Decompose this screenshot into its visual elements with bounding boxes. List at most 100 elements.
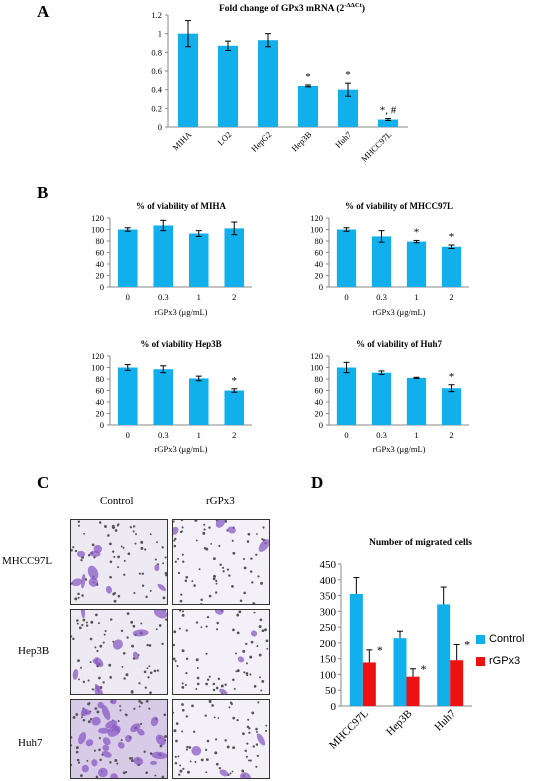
pore-dot bbox=[87, 553, 91, 557]
pore-dot bbox=[200, 758, 204, 762]
pore-dot bbox=[123, 573, 126, 576]
pore-dot bbox=[185, 715, 189, 718]
x-tick-label: 0.3 bbox=[376, 292, 387, 302]
pore-dot bbox=[173, 729, 177, 733]
stained-cell bbox=[91, 716, 101, 726]
pore-dot bbox=[249, 673, 252, 676]
stained-cell bbox=[137, 728, 145, 736]
y-tick-label: 250 bbox=[320, 622, 337, 634]
pore-dot bbox=[113, 555, 116, 558]
pore-dot bbox=[80, 559, 83, 562]
pore-dot bbox=[213, 557, 216, 561]
x-axis-label: rGPx3 (μg/mL) bbox=[155, 444, 208, 454]
stained-cell bbox=[117, 741, 125, 749]
pore-dot bbox=[148, 665, 151, 668]
y-tick-label: 300 bbox=[320, 606, 337, 618]
pore-dot bbox=[216, 621, 219, 625]
chart-title: % of viability of MHCC97L bbox=[345, 201, 453, 211]
pore-dot bbox=[215, 591, 218, 594]
pore-dot bbox=[235, 670, 238, 673]
pore-dot bbox=[259, 676, 261, 679]
panel-label-d: D bbox=[311, 473, 324, 492]
pore-dot bbox=[130, 620, 134, 624]
pore-dot bbox=[149, 671, 153, 675]
pore-dot bbox=[153, 669, 157, 673]
significance-mark: * bbox=[449, 231, 455, 243]
pore-dot bbox=[140, 546, 144, 550]
bar-b1-3 bbox=[224, 228, 245, 287]
pore-dot bbox=[181, 530, 183, 533]
micrograph-mhcc97l-rgpx3 bbox=[172, 519, 270, 605]
y-tick-label: 0.4 bbox=[151, 85, 162, 95]
pore-dot bbox=[98, 737, 101, 740]
bar-b3-1 bbox=[153, 369, 174, 425]
pore-dot bbox=[255, 765, 258, 768]
pore-dot bbox=[211, 704, 214, 707]
pore-dot bbox=[228, 706, 231, 709]
pore-dot bbox=[174, 660, 177, 663]
pore-dot bbox=[233, 687, 236, 690]
pore-dot bbox=[81, 594, 84, 597]
pore-dot bbox=[181, 703, 184, 706]
y-tick-label: 80 bbox=[315, 236, 324, 246]
pore-dot bbox=[161, 642, 164, 646]
stained-cell bbox=[76, 550, 86, 558]
y-tick-label: 0 bbox=[319, 420, 323, 430]
pore-dot bbox=[210, 542, 213, 545]
y-tick-label: 1.2 bbox=[151, 10, 162, 20]
pore-dot bbox=[126, 612, 130, 615]
pore-dot bbox=[164, 571, 167, 575]
pore-dot bbox=[149, 533, 152, 536]
significance-mark: * bbox=[305, 71, 311, 83]
stained-cell bbox=[258, 539, 269, 552]
pore-dot bbox=[255, 727, 258, 731]
pore-dot bbox=[163, 713, 167, 717]
pore-dot bbox=[206, 615, 210, 619]
pore-dot bbox=[224, 683, 227, 686]
pore-dot bbox=[232, 746, 236, 750]
pore-dot bbox=[77, 524, 80, 527]
pore-dot bbox=[140, 540, 144, 544]
x-axis-label: rGPx3 (μg/mL) bbox=[155, 307, 208, 317]
legend-swatch-rgpx3 bbox=[476, 656, 485, 666]
pore-dot bbox=[119, 704, 122, 707]
pore-dot bbox=[193, 584, 196, 587]
pore-dot bbox=[208, 675, 211, 678]
pore-dot bbox=[156, 541, 158, 544]
bar-b3-2 bbox=[188, 378, 209, 425]
pore-dot bbox=[104, 630, 107, 633]
pore-dot bbox=[71, 736, 73, 739]
pore-dot bbox=[217, 717, 220, 719]
pore-dot bbox=[264, 628, 267, 632]
legend-label-rgpx3: rGPx3 bbox=[489, 655, 521, 667]
significance-mark: * bbox=[449, 371, 455, 383]
pore-dot bbox=[179, 764, 182, 767]
pore-dot bbox=[265, 724, 268, 727]
pore-dot bbox=[78, 678, 80, 681]
bar-b1-0 bbox=[117, 229, 138, 287]
pore-dot bbox=[255, 553, 258, 556]
stained-cell bbox=[110, 700, 117, 705]
pore-dot bbox=[139, 722, 143, 726]
pore-dot bbox=[224, 739, 227, 742]
y-tick-label: 50 bbox=[325, 685, 337, 697]
stained-cell bbox=[88, 577, 99, 587]
pore-dot bbox=[94, 707, 98, 710]
pore-dot bbox=[75, 713, 79, 716]
pore-dot bbox=[236, 631, 240, 635]
pore-dot bbox=[205, 682, 208, 686]
pore-dot bbox=[256, 754, 260, 758]
pore-dot bbox=[231, 585, 234, 588]
pore-dot bbox=[89, 718, 93, 721]
pore-dot bbox=[185, 748, 188, 751]
stained-cell bbox=[214, 610, 224, 615]
stained-cell bbox=[150, 716, 159, 727]
pore-dot bbox=[232, 551, 236, 555]
stained-cell bbox=[112, 639, 123, 650]
pore-dot bbox=[76, 622, 79, 625]
pore-dot bbox=[196, 667, 199, 669]
pore-dot bbox=[252, 745, 255, 748]
bar-a-2 bbox=[258, 40, 278, 128]
pore-dot bbox=[173, 657, 176, 661]
